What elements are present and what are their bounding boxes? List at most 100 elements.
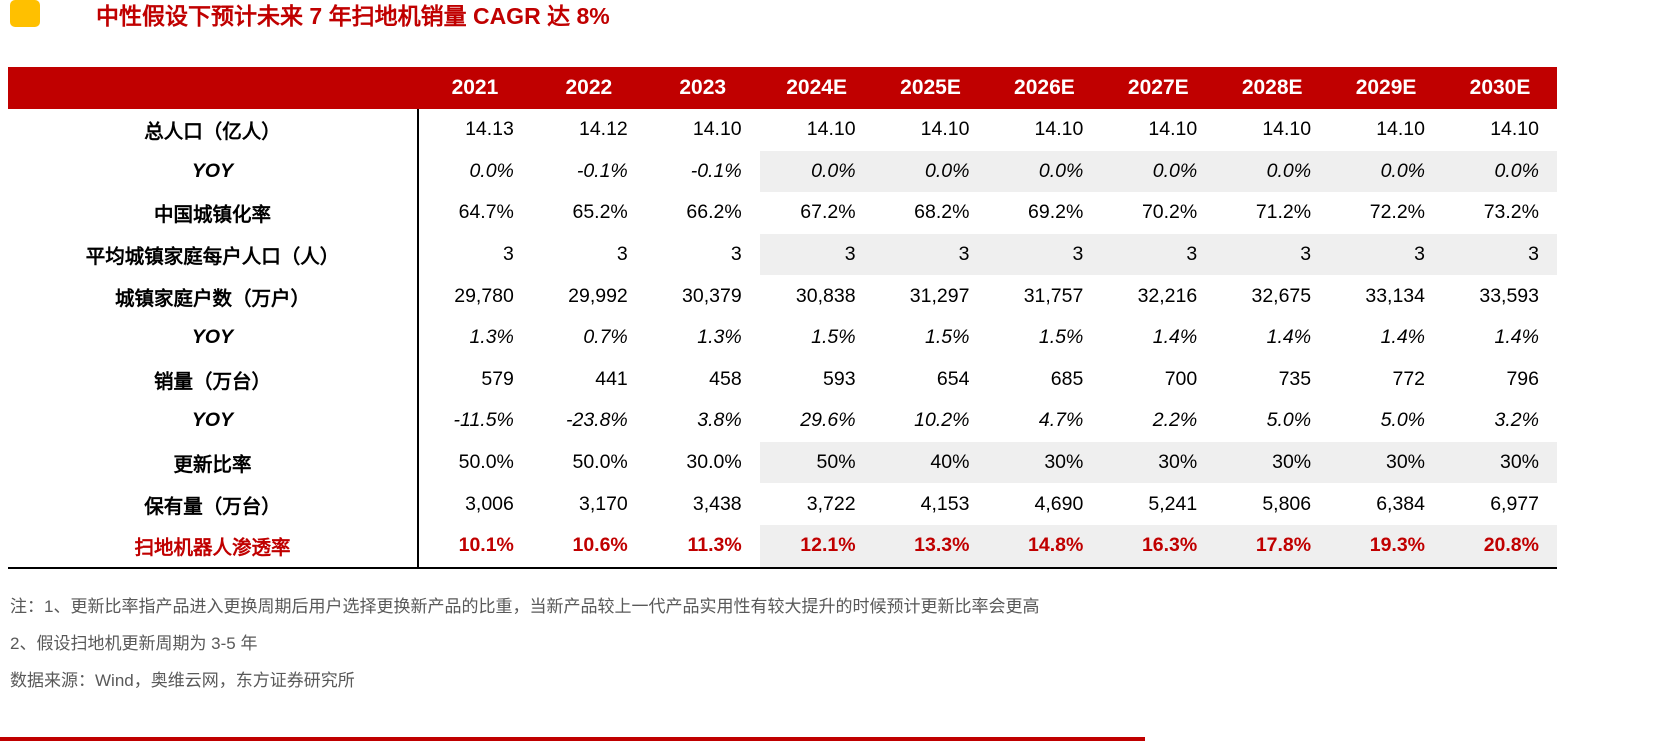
year-header-cell: 2028E — [1215, 67, 1330, 109]
table-cell: 3,170 — [578, 492, 628, 515]
table-cell: 0.0% — [759, 150, 874, 193]
table-cell: 1.4% — [1494, 326, 1539, 349]
table-cell: 5.0% — [1380, 409, 1426, 432]
table-row: 平均城镇家庭每户人口（人） 3 3 3 3 3 3 3 3 3 3 — [8, 233, 1557, 276]
table-row: YOY -11.5% -23.8% 3.8% 29.6% 10.2% 4.7% 2.2% 5.0… — [8, 400, 1557, 442]
table-cell: 31,757 — [1023, 284, 1084, 307]
table-row: 销量（万台） 579 441 458 593 654 685 700 735 772 796 — [8, 358, 1557, 401]
row-label: YOY — [8, 316, 419, 359]
table-cell: -0.1% — [576, 159, 628, 182]
table-cell: 3 — [503, 243, 514, 266]
table-cell: 4.7% — [1038, 409, 1084, 432]
table-cell: 6,384 — [1376, 492, 1426, 515]
table-cell: 11.3% — [687, 534, 742, 557]
table-cell: 14.13 — [465, 118, 514, 141]
note-line-2: 2、假设扫地机更新周期为 3-5 年 — [10, 634, 258, 653]
row-label: 中国城镇化率 — [8, 192, 419, 234]
year-header-cell: 2023 — [645, 67, 760, 109]
table-cell: 71.2% — [1255, 201, 1312, 224]
table-cell: 29.6% — [800, 409, 856, 432]
table-row: YOY 0.0% -0.1% -0.1% 0.0% 0.0% 0.0% 0.0% 0.0% 0.0… — [8, 150, 1557, 193]
table-cell: 3 — [759, 233, 874, 276]
table-row: 中国城镇化率 64.7% 65.2% 66.2% 67.2% 68.2% 69.2% 70.2… — [8, 192, 1557, 234]
row-label: 扫地机器人渗透率 — [8, 524, 419, 568]
table-cell: 50% — [759, 441, 874, 484]
table-cell: 10.1% — [458, 534, 514, 557]
notes-block: 注：1、更新比率指产品进入更换周期后用户选择更换新产品的比重，当新产品较上一代产… — [10, 588, 1039, 699]
table-cell: 3 — [987, 233, 1102, 276]
table-cell: 3,722 — [806, 492, 856, 515]
row-label: 总人口（亿人） — [8, 109, 419, 151]
table-cell: -11.5% — [453, 409, 514, 432]
table-cell: 14.12 — [578, 118, 628, 141]
table-cell: 5,241 — [1148, 492, 1198, 515]
table-cell: 32,675 — [1251, 284, 1312, 307]
table-cell: 1.4% — [1266, 326, 1312, 349]
table-cell: 3.2% — [1494, 409, 1539, 432]
table-cell: 65.2% — [572, 201, 628, 224]
table-cell: 1.5% — [811, 326, 856, 349]
table-cell: 14.10 — [1376, 118, 1426, 141]
year-header-cell: 2030E — [1443, 67, 1557, 109]
table-cell: 14.8% — [987, 524, 1102, 568]
row-label: YOY — [8, 150, 419, 193]
table-cell: 14.10 — [1490, 118, 1539, 141]
table-cell: 6,977 — [1490, 492, 1539, 515]
year-header-cell: 2025E — [873, 67, 988, 109]
table-cell: 3 — [1443, 233, 1557, 276]
table-row: 扫地机器人渗透率 10.1% 10.6% 11.3% 12.1% 13.3% 14.8% 16… — [8, 524, 1557, 568]
table-cell: 0.0% — [987, 150, 1102, 193]
row-label: 销量（万台） — [8, 358, 419, 401]
table-cell: 1.3% — [469, 326, 514, 349]
table-cell: 33,593 — [1479, 284, 1539, 307]
table-cell: -0.1% — [690, 159, 742, 182]
table-body: 总人口（亿人） 14.13 14.12 14.10 14.10 14.10 14.10 14.… — [8, 109, 1557, 568]
table-cell: 1.5% — [925, 326, 970, 349]
table-cell: 4,153 — [920, 492, 970, 515]
table-cell: 30% — [987, 441, 1102, 484]
table-cell: 20.8% — [1443, 524, 1557, 568]
table-cell: 72.2% — [1369, 201, 1426, 224]
table-cell: 0.0% — [1215, 150, 1330, 193]
year-header-cell: 2027E — [1101, 67, 1216, 109]
year-header-cell: 2021 — [418, 67, 532, 109]
table-cell: 5.0% — [1266, 409, 1312, 432]
table-cell: 3.8% — [697, 409, 742, 432]
table-cell: 3 — [616, 243, 628, 266]
table-cell: 30.0% — [686, 451, 742, 474]
table-cell: 14.10 — [1148, 118, 1198, 141]
table-cell: 3 — [873, 233, 988, 276]
table-cell: 1.5% — [1038, 326, 1084, 349]
table-cell: 0.0% — [873, 150, 988, 193]
footer-rule — [0, 737, 1145, 741]
table-header-row: 2021 2022 2023 2024E 2025E 2026E 2027E 2028E 202… — [8, 67, 1557, 109]
table-cell: 3 — [730, 243, 742, 266]
table-cell: 14.10 — [1262, 118, 1312, 141]
table-cell: 593 — [823, 367, 856, 390]
table-cell: 0.0% — [469, 159, 514, 182]
table-cell: 30% — [1101, 441, 1216, 484]
table-cell: 14.10 — [920, 118, 970, 141]
table-cell: 12.1% — [759, 524, 874, 568]
table-cell: 64.7% — [458, 201, 514, 224]
table-cell: 70.2% — [1141, 201, 1198, 224]
table-row: 总人口（亿人） 14.13 14.12 14.10 14.10 14.10 14.10 14.… — [8, 109, 1557, 151]
table-cell: 579 — [481, 367, 514, 390]
table-cell: 0.7% — [583, 326, 628, 349]
table-cell: 40% — [873, 441, 988, 484]
table-cell: 685 — [1050, 367, 1084, 390]
table-cell: 17.8% — [1215, 524, 1330, 568]
row-label: 城镇家庭户数（万户） — [8, 275, 419, 317]
logo-icon — [10, 0, 40, 27]
table-cell: 458 — [709, 367, 742, 390]
table-cell: 0.0% — [1443, 150, 1557, 193]
table-cell: 3 — [1101, 233, 1216, 276]
table-cell: 68.2% — [914, 201, 970, 224]
table-row: 保有量（万台） 3,006 3,170 3,438 3,722 4,153 4,690 5,2… — [8, 483, 1557, 525]
row-label: 平均城镇家庭每户人口（人） — [8, 233, 419, 276]
note-line-3: 数据来源：Wind，奥维云网，东方证券研究所 — [10, 671, 355, 690]
table-cell: 69.2% — [1028, 201, 1084, 224]
table-cell: 32,216 — [1137, 284, 1198, 307]
table-cell: 10.2% — [914, 409, 970, 432]
